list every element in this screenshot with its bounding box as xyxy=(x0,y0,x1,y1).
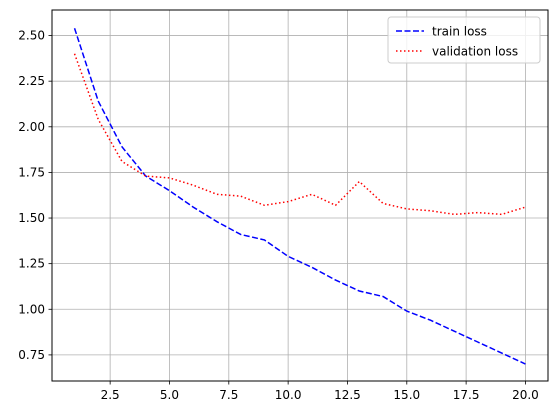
x-tick-label: 2.5 xyxy=(101,388,120,402)
plot-area xyxy=(52,10,548,381)
x-tick-label: 20.0 xyxy=(512,388,539,402)
axis-ticks: 2.5 5.0 7.5 10.0 12.5 15.0 17.5 20.0 0.75 1.00 1.2… xyxy=(18,29,539,402)
y-tick-label: 1.50 xyxy=(18,211,45,225)
x-tick-label: 17.5 xyxy=(453,388,480,402)
legend-label: train loss xyxy=(432,25,487,39)
y-tick-label: 0.75 xyxy=(18,348,45,362)
legend-box xyxy=(387,16,541,64)
x-tick-label: 5.0 xyxy=(160,388,179,402)
x-tick-label: 12.5 xyxy=(334,388,361,402)
y-tick-label: 2.00 xyxy=(18,120,45,134)
y-tick-label: 2.50 xyxy=(18,29,45,43)
y-tick-label: 1.75 xyxy=(18,165,45,179)
legend-label: validation loss xyxy=(432,45,518,59)
x-tick-label: 10.0 xyxy=(275,388,302,402)
x-tick-label: 7.5 xyxy=(219,388,238,402)
x-tick-label: 15.0 xyxy=(393,388,420,402)
y-tick-label: 1.00 xyxy=(18,302,45,316)
grid-lines xyxy=(52,10,548,381)
legend: train loss validation loss xyxy=(387,16,541,64)
y-tick-label: 2.25 xyxy=(18,74,45,88)
series-layer xyxy=(73,28,526,365)
y-tick-label: 1.25 xyxy=(18,257,45,271)
series-line-0 xyxy=(73,28,526,365)
plot-frame xyxy=(51,9,549,382)
